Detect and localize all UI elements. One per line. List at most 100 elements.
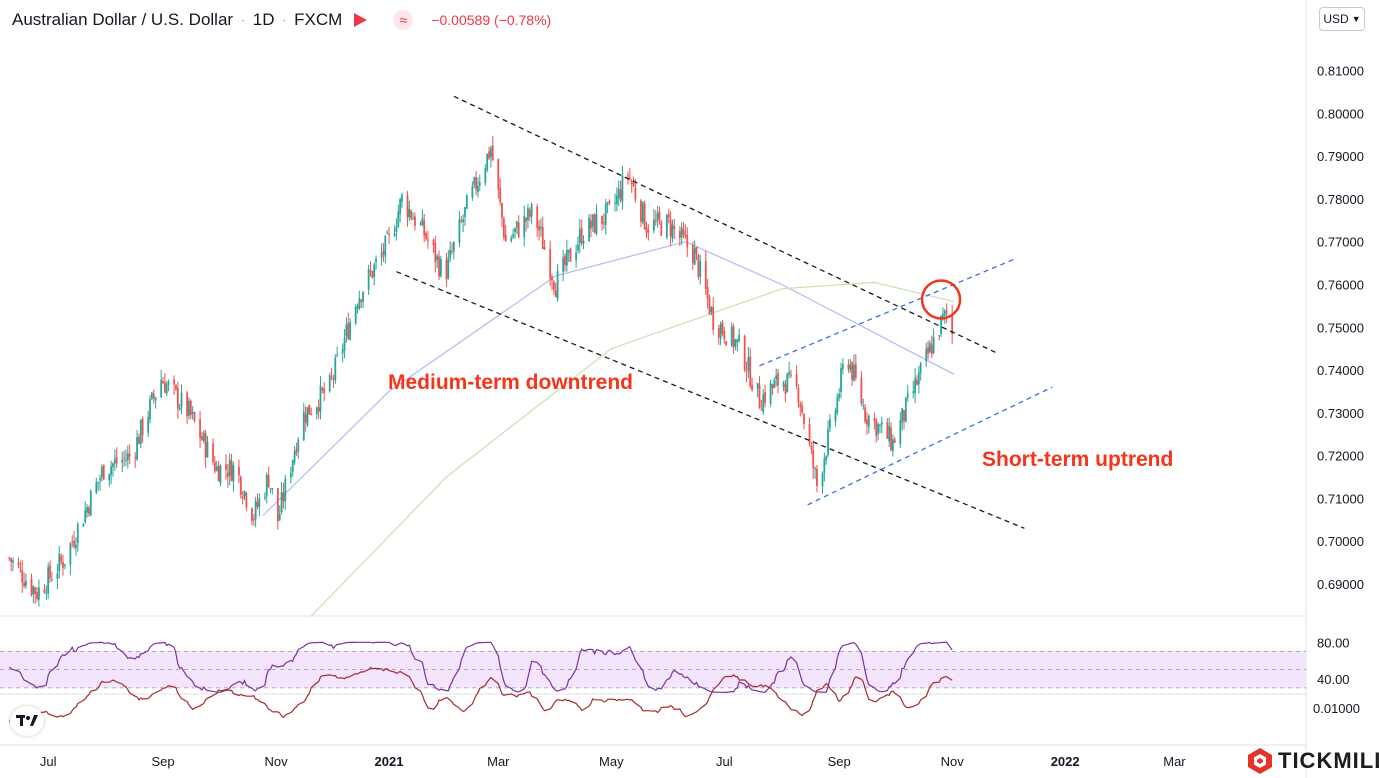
candle-body [590,220,592,229]
candle [836,393,839,416]
tradingview-logo-icon[interactable] [10,706,44,736]
candle [510,235,513,243]
candle [760,399,763,411]
rsi-pane: 80.00 40.00 [0,635,1350,694]
candle [890,422,892,452]
candle-body [434,242,437,263]
candle-body [49,565,51,579]
interval-label[interactable]: 1D [252,10,275,29]
candle [282,482,285,509]
candle [643,200,646,230]
candle [814,466,816,480]
candle-body [645,227,648,233]
candle-body [775,375,778,380]
time-tick-label: Nov [941,754,965,769]
candle-body [943,310,946,316]
candle [862,398,865,410]
candle [445,253,448,288]
candle [219,464,222,487]
candle [367,264,370,295]
candle [564,253,566,272]
candle [125,449,127,466]
candle [465,194,468,210]
candle [567,249,570,263]
candle-body [356,306,359,309]
candle-body [319,385,322,413]
candle [686,227,689,257]
candle [551,274,553,291]
candle [938,334,941,341]
candle-body [899,420,902,445]
candle [477,177,479,198]
candle-body [940,315,942,334]
candle-body [232,465,235,482]
candle [121,451,124,473]
candle-body [875,419,878,437]
candle-body [245,493,248,508]
candle-body [736,339,739,343]
candle-body [486,153,489,171]
candle [764,384,766,408]
candle [69,542,72,576]
currency-dropdown[interactable]: USD ▼ [1319,7,1365,31]
candle [816,464,818,493]
candle-body [406,195,409,218]
candle-body [619,189,622,200]
candle [38,579,40,607]
candle-body [89,490,92,516]
candle [782,380,785,392]
candle-body [295,449,298,454]
candle [393,225,396,238]
candle [49,560,51,583]
candle [788,361,791,379]
candle-body [929,343,931,353]
flag-icon[interactable] [354,13,368,27]
candle-body [665,214,668,238]
candle [341,343,344,363]
candle-body [764,392,766,403]
candle [89,489,92,516]
candle [193,411,196,423]
candle [734,338,737,351]
candle-body [421,218,424,226]
candle [712,297,715,335]
candle-body [654,220,657,222]
candle [25,573,27,589]
candle-body [879,425,881,427]
candle [343,329,346,359]
candle-body [751,385,753,391]
candle-body [488,151,490,159]
candle [215,460,218,472]
candle [204,429,207,469]
candle-body [388,233,390,235]
candle-body [866,419,868,425]
candle [414,212,416,231]
candle [345,317,348,343]
candle [336,346,339,358]
candle-body [914,378,917,393]
candle-body [425,233,427,239]
currency-label: USD [1323,12,1349,26]
price-axis: 0.69000 0.70000 0.71000 0.72000 0.73000 0.740… [1317,64,1364,592]
candle [30,573,33,597]
candle [175,384,177,392]
candle [373,262,376,286]
candle [710,306,713,316]
candle-body [821,473,824,487]
candle [293,446,296,466]
symbol-title[interactable]: Australian Dollar / U.S. Dollar [12,10,234,29]
candle-body [139,419,142,444]
candle-body [84,510,87,523]
candle-body [154,397,157,401]
candle [45,585,48,601]
approx-icon[interactable]: ≈ [393,10,414,30]
candle [173,375,176,395]
oscillator-line [8,666,953,725]
candle [512,228,515,240]
price-tick-label: 0.81000 [1317,64,1364,79]
rsi-line [8,641,953,694]
candle [323,382,326,402]
candle-body [414,216,416,226]
candle [451,242,453,255]
candle [308,404,311,415]
